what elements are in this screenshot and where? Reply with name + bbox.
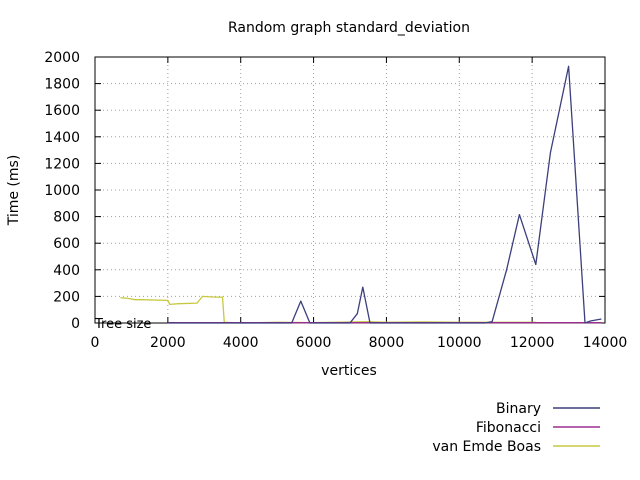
tree-size-label: Tree size [94,317,151,332]
x-tick-label: 8000 [369,335,405,351]
series-line-van-emde-boas [120,295,536,324]
x-axis-title: vertices [321,363,377,379]
y-tick-label: 400 [53,263,80,279]
x-tick-label: 2000 [150,335,186,351]
y-axis: 0 200 400 600 800 1000 1200 1400 1600 1800 2000 [44,50,605,332]
y-tick-label: 200 [53,289,80,305]
legend-label-van-emde-boas: van Emde Boas [432,439,541,455]
y-tick-label: 1200 [44,156,80,172]
y-tick-label: 0 [71,316,80,332]
y-tick-label: 2000 [44,50,80,66]
y-tick-label: 1000 [44,183,80,199]
x-tick-label: 0 [91,335,100,351]
x-tick-label: 12000 [510,335,555,351]
chart-title: Random graph standard_deviation [228,20,470,36]
x-tick-label: 6000 [296,335,332,351]
y-tick-label: 600 [53,236,80,252]
x-tick-label: 4000 [223,335,259,351]
legend: Binary Fibonacci van Emde Boas [432,401,600,455]
y-tick-label: 800 [53,210,80,226]
y-tick-label: 1400 [44,130,80,146]
legend-label-fibonacci: Fibonacci [476,420,541,436]
y-axis-title: Time (ms) [6,155,22,227]
x-axis: 0 2000 4000 6000 8000 10000 12000 14000 [91,57,628,351]
x-tick-label: 14000 [583,335,628,351]
y-tick-label: 1800 [44,77,80,93]
x-tick-label: 10000 [437,335,482,351]
series-layer [120,65,602,324]
y-tick-label: 1600 [44,103,80,119]
series-line-binary [167,65,602,324]
legend-label-binary: Binary [496,401,541,417]
